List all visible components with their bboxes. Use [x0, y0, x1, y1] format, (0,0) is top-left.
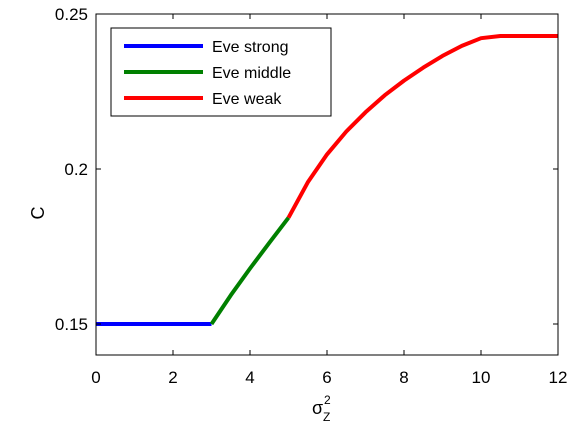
axes-layer: 0 2 4 6 8 10 12 0.15 0.2 0.25	[55, 5, 568, 387]
legend-entry-3: Eve weak	[212, 91, 282, 108]
x-tick-label: 2	[168, 368, 177, 387]
legend-entry-2: Eve middle	[212, 65, 291, 82]
legend: Eve strong Eve middle Eve weak	[110, 27, 332, 117]
x-tick-label: 12	[549, 368, 568, 387]
series-line-3	[286, 34, 558, 219]
x-tick-label: 10	[472, 368, 491, 387]
series-line-2	[209, 216, 291, 326]
y-tick-label: 0.15	[55, 315, 88, 334]
x-tick-label: 4	[245, 368, 254, 387]
y-tick-label: 0.2	[64, 160, 88, 179]
x-axis-label: σ	[312, 398, 323, 418]
x-tick-label: 6	[322, 368, 331, 387]
x-tick-label: 8	[399, 368, 408, 387]
x-axis-label-subscript: Z	[323, 410, 330, 424]
series-layer	[96, 34, 558, 326]
y-axis-label: C	[28, 207, 48, 220]
y-tick-label: 0.25	[55, 5, 88, 24]
x-tick-label: 0	[91, 368, 100, 387]
legend-entry-1: Eve strong	[212, 39, 288, 56]
x-axis-label-superscript: 2	[324, 393, 331, 407]
